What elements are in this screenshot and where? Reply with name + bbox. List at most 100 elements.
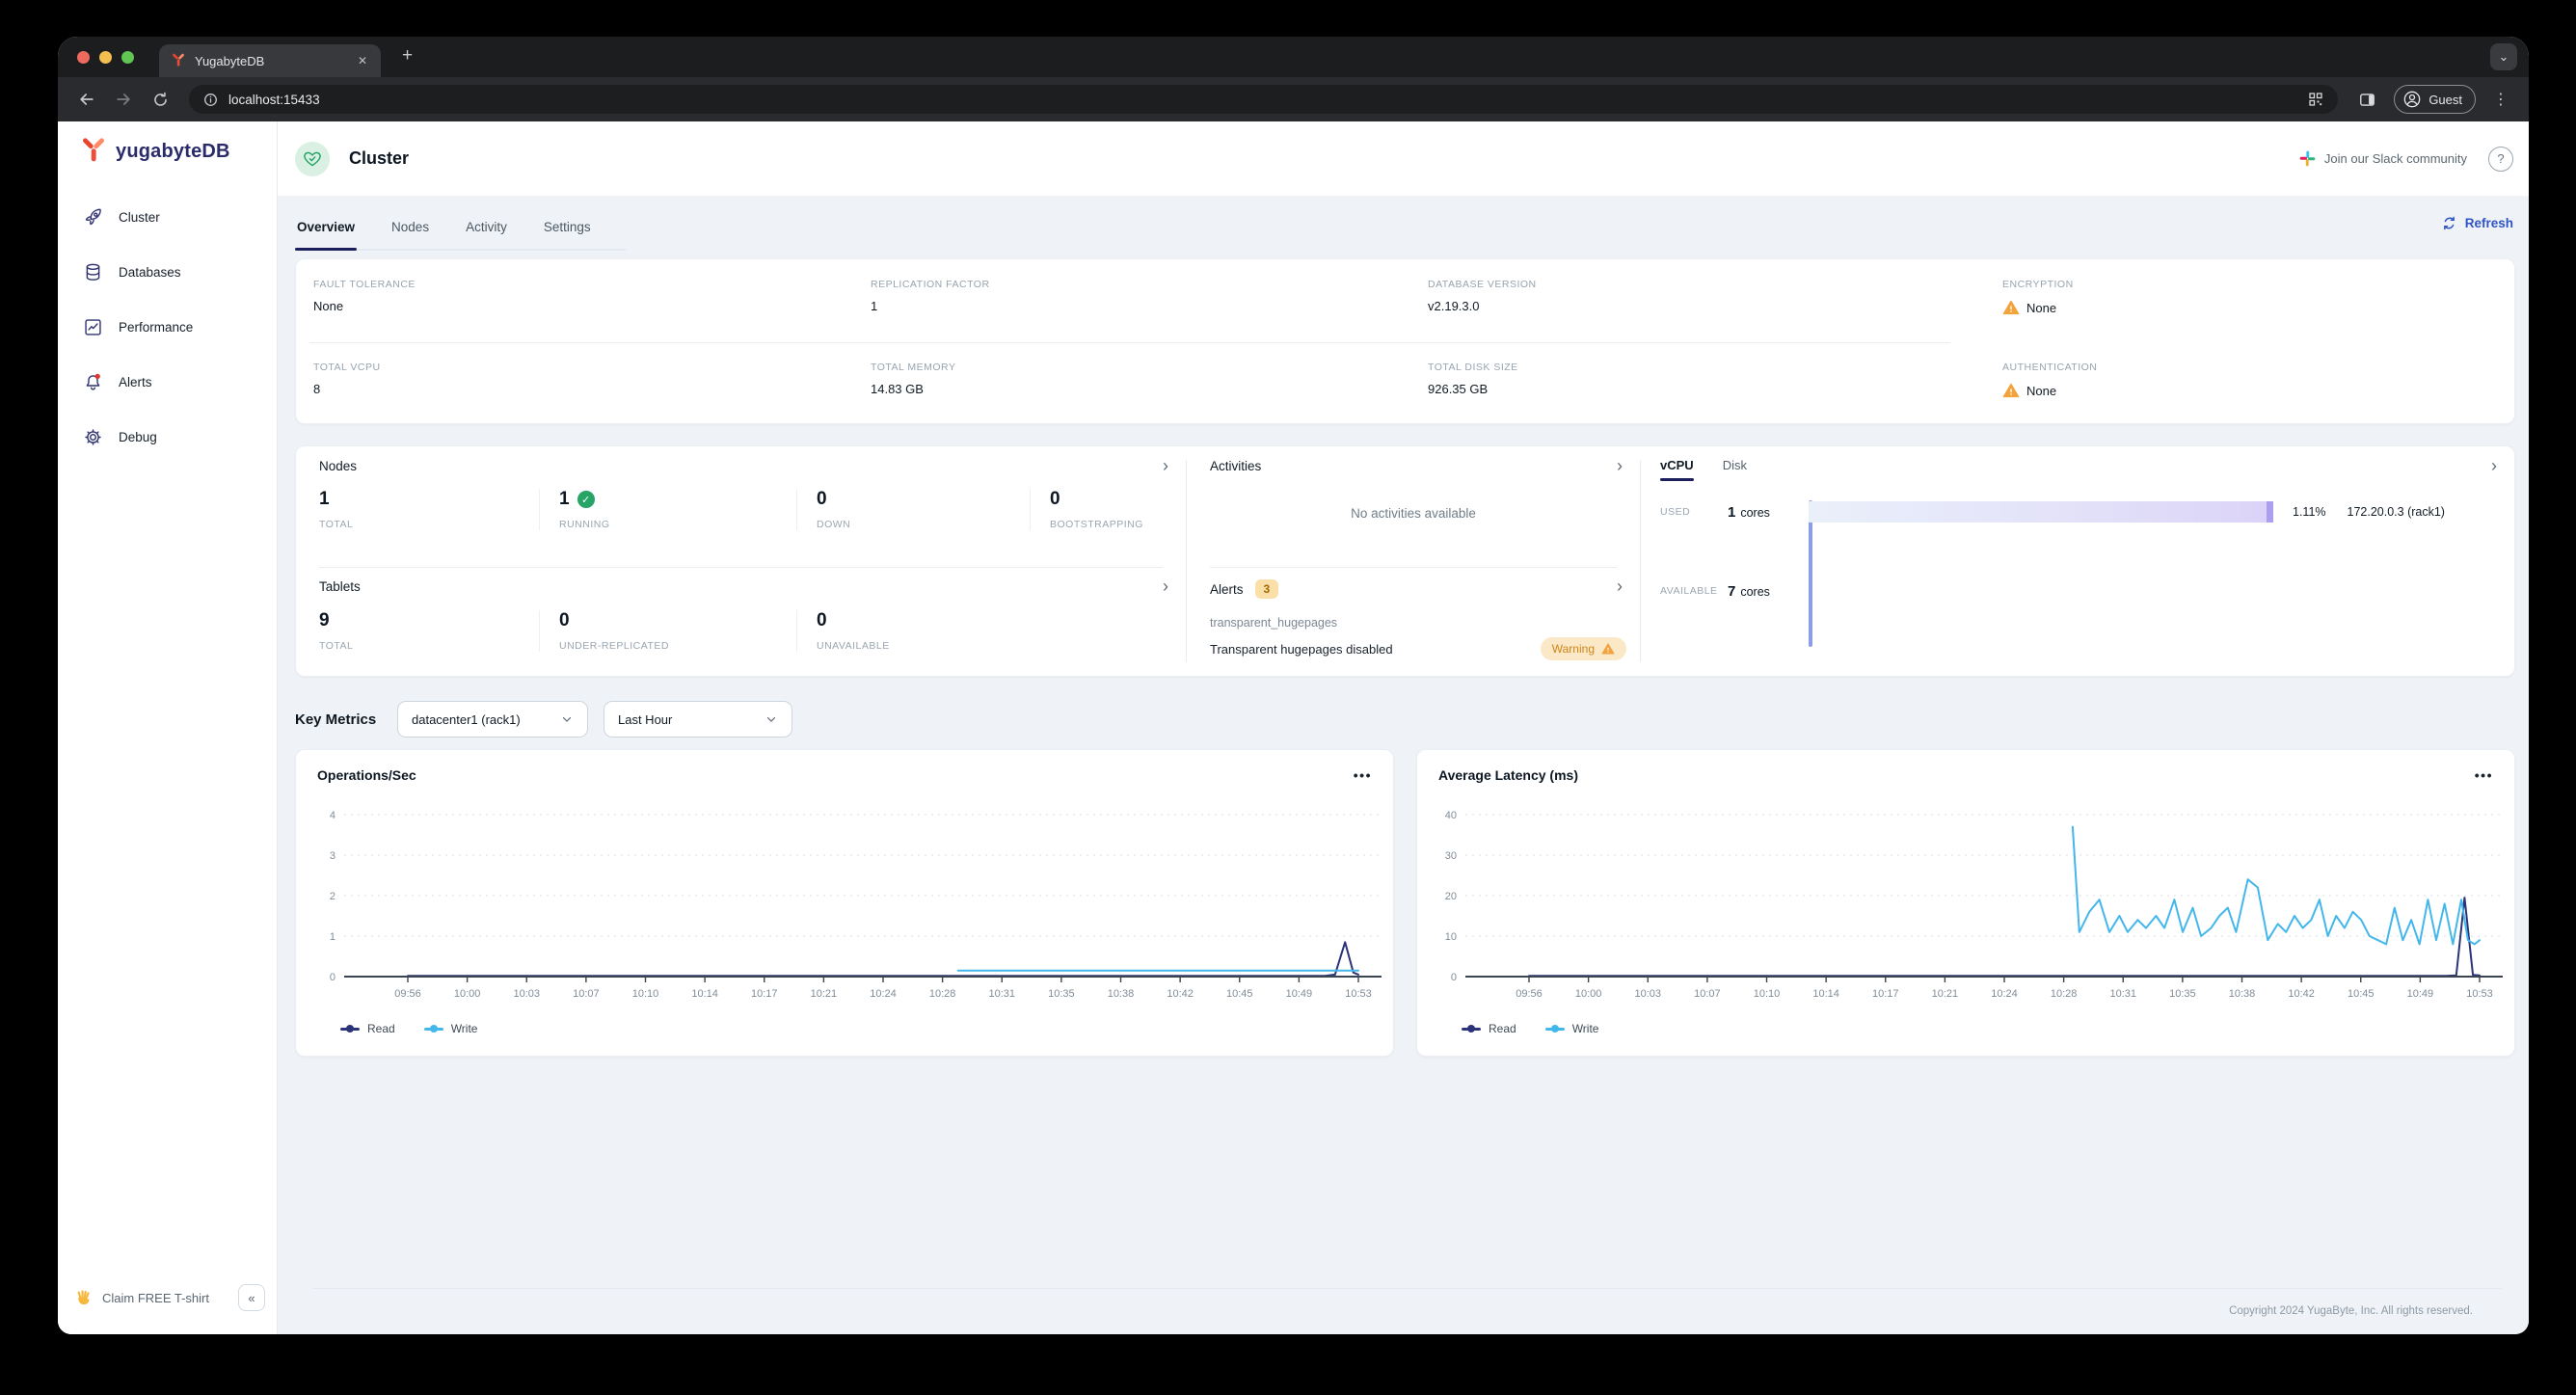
maximize-window-button[interactable] [121, 50, 134, 64]
chevron-down-icon [560, 712, 574, 726]
svg-text:10:03: 10:03 [513, 988, 540, 1000]
svg-text:10:49: 10:49 [2407, 988, 2434, 1000]
divider [319, 567, 1163, 568]
brand[interactable]: yugabyteDB [58, 121, 277, 166]
svg-text:09:56: 09:56 [1516, 988, 1543, 1000]
svg-text:10:17: 10:17 [751, 988, 778, 1000]
tab-activity[interactable]: Activity [466, 220, 507, 234]
browser-window: YugabyteDB ✕ + ⌄ localhost:15433 [58, 37, 2529, 1334]
latency-chart-card: Average Latency (ms) ••• 0 10 20 30 40 09:56 1… [1416, 749, 2515, 1057]
sidebar-item-cluster[interactable]: Cluster [58, 193, 277, 241]
browser-menu-icon[interactable]: ⋮ [2493, 92, 2509, 108]
tab-nodes[interactable]: Nodes [391, 220, 430, 234]
stat-nodes-bootstrapping: 0 BOOTSTRAPPING [1030, 489, 1170, 530]
more-menu-icon[interactable]: ••• [1353, 767, 1372, 783]
region-select[interactable]: datacenter1 (rack1) [397, 701, 588, 738]
alert-name-link[interactable]: transparent_hugepages [1210, 616, 1338, 630]
svg-text:10:28: 10:28 [2051, 988, 2078, 1000]
svg-text:10:07: 10:07 [1694, 988, 1721, 1000]
legend-label: Write [450, 1022, 478, 1035]
svg-text:10:42: 10:42 [1167, 988, 1194, 1000]
sidebar-item-alerts[interactable]: Alerts [58, 358, 277, 406]
svg-text:10:07: 10:07 [573, 988, 600, 1000]
time-range-select[interactable]: Last Hour [604, 701, 792, 738]
address-bar[interactable]: localhost:15433 [189, 85, 2339, 114]
gear-icon [83, 427, 103, 447]
chevron-down-icon [765, 712, 778, 726]
sidebar-item-label: Alerts [119, 374, 152, 389]
page-title: Cluster [349, 148, 410, 168]
vcpu-chevron-right-icon[interactable]: › [2491, 456, 2497, 475]
svg-text:10:38: 10:38 [2229, 988, 2256, 1000]
slack-community-link[interactable]: Join our Slack community [2299, 150, 2467, 167]
svg-text:10:03: 10:03 [1634, 988, 1661, 1000]
refresh-button[interactable]: Refresh [2441, 215, 2513, 231]
claim-tshirt-link[interactable]: Claim FREE T-shirt [102, 1290, 209, 1305]
database-icon [83, 262, 103, 282]
window-controls [77, 50, 134, 64]
divider [1210, 567, 1617, 568]
sidebar-item-label: Performance [119, 319, 194, 335]
browser-tabstrip: YugabyteDB ✕ + ⌄ [58, 37, 2529, 77]
info-total-memory: TOTAL MEMORY 14.83 GB [871, 362, 956, 396]
svg-text:10:00: 10:00 [454, 988, 481, 1000]
nodes-chevron-right-icon[interactable]: › [1163, 456, 1168, 475]
info-fault-tolerance: FAULT TOLERANCE None [313, 279, 416, 313]
new-tab-button[interactable]: + [402, 44, 414, 66]
sidebar-item-performance[interactable]: Performance [58, 303, 277, 351]
rocket-icon [83, 207, 103, 228]
key-metrics-title: Key Metrics [295, 711, 377, 728]
chart-title: Operations/Sec [317, 767, 416, 783]
alerts-chevron-right-icon[interactable]: › [1617, 577, 1623, 596]
cluster-info-card: FAULT TOLERANCE None REPLICATION FACTOR … [295, 258, 2515, 424]
svg-text:10:53: 10:53 [2466, 988, 2493, 1000]
tablets-chevron-right-icon[interactable]: › [1163, 577, 1168, 596]
available-label: AVAILABLE [1660, 585, 1718, 597]
help-icon[interactable]: ? [2488, 146, 2513, 172]
qr-code-icon[interactable] [2307, 91, 2324, 108]
browser-tab[interactable]: YugabyteDB ✕ [159, 44, 381, 77]
tab-close-icon[interactable]: ✕ [357, 54, 367, 67]
svg-text:10:10: 10:10 [632, 988, 659, 1000]
svg-text:40: 40 [1445, 810, 1457, 821]
sidebar-collapse-button[interactable]: « [238, 1284, 265, 1311]
chart-svg: 0 1 2 3 4 09:56 10:00 10:03 10:07 10:10 10:14 10:17… [330, 810, 1382, 1000]
minimize-window-button[interactable] [99, 50, 112, 64]
side-panel-icon[interactable] [2351, 84, 2382, 115]
nodes-title: Nodes [319, 459, 358, 473]
tab-disk[interactable]: Disk [1722, 458, 1747, 472]
site-info-icon[interactable] [202, 92, 219, 108]
copyright-text: Copyright 2024 YugaByte, Inc. All rights… [2229, 1305, 2473, 1317]
main-area: Cluster Join our Slack community [278, 121, 2529, 1334]
page-header: Cluster Join our Slack community [278, 121, 2529, 196]
profile-button[interactable]: Guest [2394, 85, 2476, 114]
legend-marker-icon [1544, 1025, 1565, 1033]
close-window-button[interactable] [77, 50, 90, 64]
activities-chevron-right-icon[interactable]: › [1617, 456, 1623, 475]
sidebar-item-databases[interactable]: Databases [58, 248, 277, 296]
content: FAULT TOLERANCE None REPLICATION FACTOR … [278, 251, 2529, 1334]
more-menu-icon[interactable]: ••• [2474, 767, 2493, 783]
chart-title: Average Latency (ms) [1438, 767, 1578, 783]
forward-icon[interactable] [108, 84, 139, 115]
page-footer: Copyright 2024 YugaByte, Inc. All rights… [312, 1288, 2502, 1334]
svg-text:09:56: 09:56 [394, 988, 421, 1000]
tab-settings[interactable]: Settings [543, 220, 591, 234]
sidebar-footer: Claim FREE T-shirt « [73, 1284, 265, 1311]
tab-search-chevron-icon[interactable]: ⌄ [2490, 43, 2517, 70]
svg-text:10:14: 10:14 [1812, 988, 1839, 1000]
info-authentication: AUTHENTICATION None [2002, 362, 2098, 398]
alert-description: Transparent hugepages disabled [1210, 641, 1393, 657]
svg-text:10:38: 10:38 [1108, 988, 1135, 1000]
chart-legend: Read Write [1462, 1022, 1598, 1035]
back-icon[interactable] [71, 84, 102, 115]
info-database-version: DATABASE VERSION v2.19.3.0 [1428, 279, 1537, 313]
legend-item-write: Write [1544, 1022, 1598, 1035]
tab-vcpu[interactable]: vCPU [1660, 458, 1694, 481]
tab-overview[interactable]: Overview [295, 202, 358, 251]
sidebar-item-debug[interactable]: Debug [58, 413, 277, 461]
svg-text:10:24: 10:24 [1991, 988, 2018, 1000]
legend-item-write: Write [423, 1022, 478, 1035]
reload-icon[interactable] [145, 84, 175, 115]
svg-text:0: 0 [330, 972, 335, 983]
